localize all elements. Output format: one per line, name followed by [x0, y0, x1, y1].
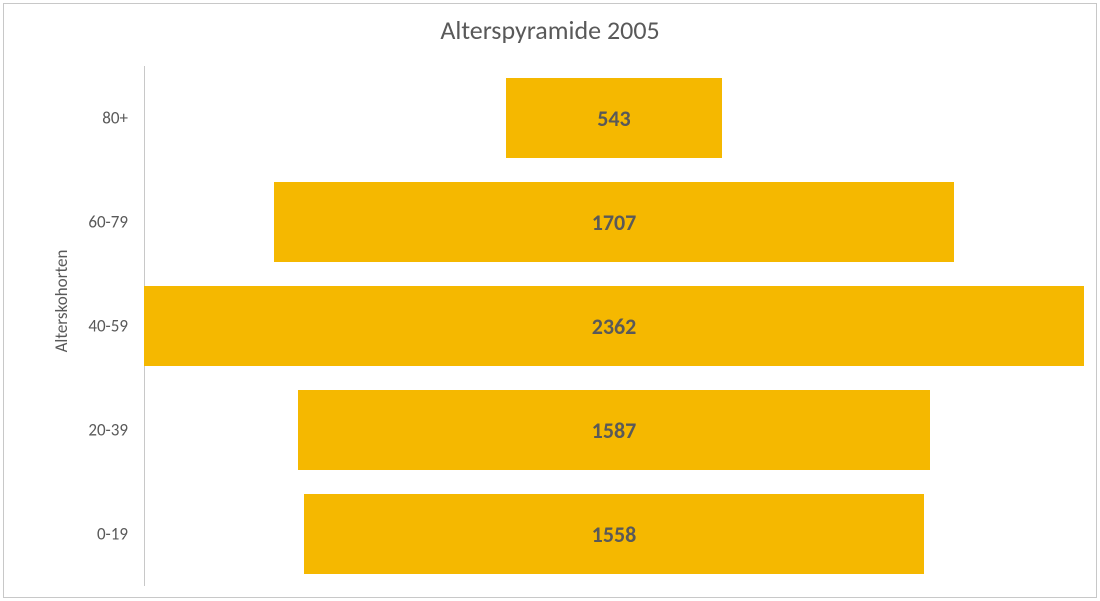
category-label: 20-39: [88, 420, 144, 441]
category-label: 60-79: [88, 212, 144, 233]
plot-area: 0-19155820-39158740-59236260-79170780+54…: [144, 66, 1084, 586]
bar: 1558: [304, 494, 924, 574]
bar-row: 60-791707: [144, 170, 1084, 274]
chart-title: Alterspyramide 2005: [4, 14, 1096, 46]
bar-row: 80+543: [144, 66, 1084, 170]
bar: 2362: [144, 286, 1084, 366]
bar: 543: [506, 78, 722, 158]
bar-value-label: 1707: [592, 209, 637, 236]
chart-frame: Alterspyramide 2005 Alterskohorten 0-191…: [3, 3, 1097, 598]
bar-row: 20-391587: [144, 378, 1084, 482]
bar: 1587: [298, 390, 930, 470]
bar-value-label: 1587: [592, 417, 637, 444]
category-label: 80+: [102, 108, 144, 129]
bar-row: 40-592362: [144, 274, 1084, 378]
bar-row: 0-191558: [144, 482, 1084, 586]
bar-value-label: 543: [597, 105, 630, 132]
bar-value-label: 2362: [592, 313, 637, 340]
bar: 1707: [274, 182, 953, 262]
category-label: 0-19: [97, 524, 144, 545]
y-axis-label: Alterskohorten: [51, 249, 72, 352]
bar-value-label: 1558: [592, 521, 637, 548]
category-label: 40-59: [88, 316, 144, 337]
